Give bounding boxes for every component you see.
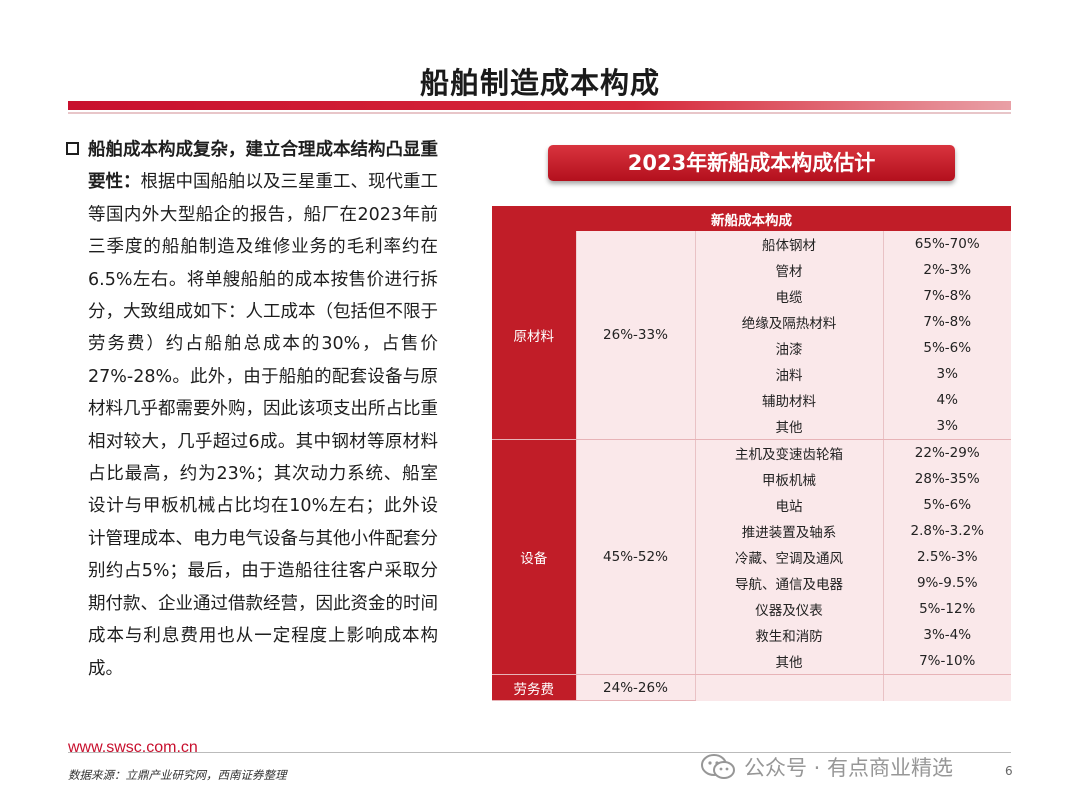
percent-cell: 28%-35%	[882, 466, 1011, 492]
source-note: 数据来源：立鼎产业研究网，西南证券整理	[68, 768, 287, 782]
item-cell: 推进装置及轴系	[694, 518, 883, 544]
item-cell: 船体钢材	[694, 231, 883, 257]
item-cell: 油漆	[694, 335, 883, 361]
table-row: 原材料 26%-33% 船体钢材 65%-70%	[492, 231, 1011, 440]
table-row: 其他 7%-10%	[492, 648, 1011, 675]
item-cell: 辅助材料	[694, 387, 883, 413]
percent-cell: 7%-8%	[882, 283, 1011, 309]
item-cell-empty	[694, 674, 883, 701]
category-cell: 劳务费	[492, 674, 576, 701]
item-cell: 其他	[694, 413, 883, 440]
table-header-row: 新船成本构成	[492, 206, 1011, 231]
item-cell: 其他	[694, 648, 883, 675]
table-header: 新船成本构成	[492, 206, 1011, 231]
item-cell: 救生和消防	[694, 622, 883, 648]
percent-cell-empty	[882, 674, 1011, 701]
percent-cell: 5%-12%	[882, 596, 1011, 622]
footer-divider	[68, 752, 1011, 753]
page-number: 6	[1005, 764, 1013, 778]
percent-cell: 2%-3%	[882, 257, 1011, 283]
table-row: 管材 2%-3%	[492, 257, 1011, 283]
table-row: 油漆 5%-6%	[492, 335, 1011, 361]
percent-cell: 65%-70%	[882, 231, 1011, 257]
item-cell: 主机及变速齿轮箱	[694, 439, 883, 466]
square-bullet-icon	[66, 142, 79, 155]
percent-cell: 5%-6%	[882, 335, 1011, 361]
category-cell: 原材料	[492, 231, 576, 440]
table-row: 冷藏、空调及通风 2.5%-3%	[492, 544, 1011, 570]
paragraph-lead: 船舶成本构成复杂，建立合理成本结构凸显重要性：	[88, 140, 438, 193]
text-column: 船舶成本构成复杂，建立合理成本结构凸显重要性：根据中国船舶以及三星重工、现代重工…	[66, 134, 438, 685]
item-cell: 油料	[694, 361, 883, 387]
watermark: 公众号 · 有点商业精选	[700, 752, 953, 782]
share-cell: 26%-33%	[575, 231, 695, 440]
percent-cell: 2.8%-3.2%	[882, 518, 1011, 544]
category-cell: 设备	[492, 439, 576, 675]
slide-title: 船舶制造成本构成	[419, 66, 660, 100]
item-cell: 电缆	[694, 283, 883, 309]
wechat-icon	[700, 753, 736, 781]
percent-cell: 3%	[882, 413, 1011, 440]
table-body: 原材料 26%-33% 船体钢材 65%-70% 管材 2%-3% 电缆 7%-8% 绝缘及隔热…	[492, 231, 1011, 701]
paragraph-body: 根据中国船舶以及三星重工、现代重工等国内外大型船企的报告，船厂在2023年前三季…	[88, 172, 438, 679]
cost-table: 新船成本构成 原材料 26%-33% 船体钢材 65%-70% 管材 2%-3% 电缆 7%-…	[492, 206, 1011, 701]
table-row-labor: 劳务费 24%-26%	[492, 674, 1011, 701]
table-row: 导航、通信及电器 9%-9.5%	[492, 570, 1011, 596]
percent-cell: 4%	[882, 387, 1011, 413]
item-cell: 导航、通信及电器	[694, 570, 883, 596]
table-row: 油料 3%	[492, 361, 1011, 387]
table-row: 其他 3%	[492, 413, 1011, 440]
item-cell: 电站	[694, 492, 883, 518]
item-cell: 甲板机械	[694, 466, 883, 492]
website-link[interactable]: www.swsc.com.cn	[68, 739, 198, 756]
table-row: 辅助材料 4%	[492, 387, 1011, 413]
item-cell: 管材	[694, 257, 883, 283]
percent-cell: 7%-8%	[882, 309, 1011, 335]
paragraph: 船舶成本构成复杂，建立合理成本结构凸显重要性：根据中国船舶以及三星重工、现代重工…	[88, 134, 438, 685]
percent-cell: 3%	[882, 361, 1011, 387]
table-row: 电缆 7%-8%	[492, 283, 1011, 309]
share-cell: 24%-26%	[575, 674, 695, 701]
table-row: 绝缘及隔热材料 7%-8%	[492, 309, 1011, 335]
title-underline	[68, 101, 1011, 114]
table-title-banner: 2023年新船成本构成估计	[548, 145, 955, 181]
item-cell: 仪器及仪表	[694, 596, 883, 622]
percent-cell: 22%-29%	[882, 439, 1011, 466]
item-cell: 冷藏、空调及通风	[694, 544, 883, 570]
percent-cell: 2.5%-3%	[882, 544, 1011, 570]
table-row: 仪器及仪表 5%-12%	[492, 596, 1011, 622]
percent-cell: 9%-9.5%	[882, 570, 1011, 596]
watermark-text: 公众号 · 有点商业精选	[744, 756, 954, 780]
table-row: 推进装置及轴系 2.8%-3.2%	[492, 518, 1011, 544]
percent-cell: 7%-10%	[882, 648, 1011, 675]
table-row: 设备 45%-52% 主机及变速齿轮箱 22%-29%	[492, 439, 1011, 675]
share-cell: 45%-52%	[575, 439, 695, 675]
table-row: 电站 5%-6%	[492, 492, 1011, 518]
percent-cell: 5%-6%	[882, 492, 1011, 518]
table-row: 救生和消防 3%-4%	[492, 622, 1011, 648]
percent-cell: 3%-4%	[882, 622, 1011, 648]
table-row: 甲板机械 28%-35%	[492, 466, 1011, 492]
item-cell: 绝缘及隔热材料	[694, 309, 883, 335]
